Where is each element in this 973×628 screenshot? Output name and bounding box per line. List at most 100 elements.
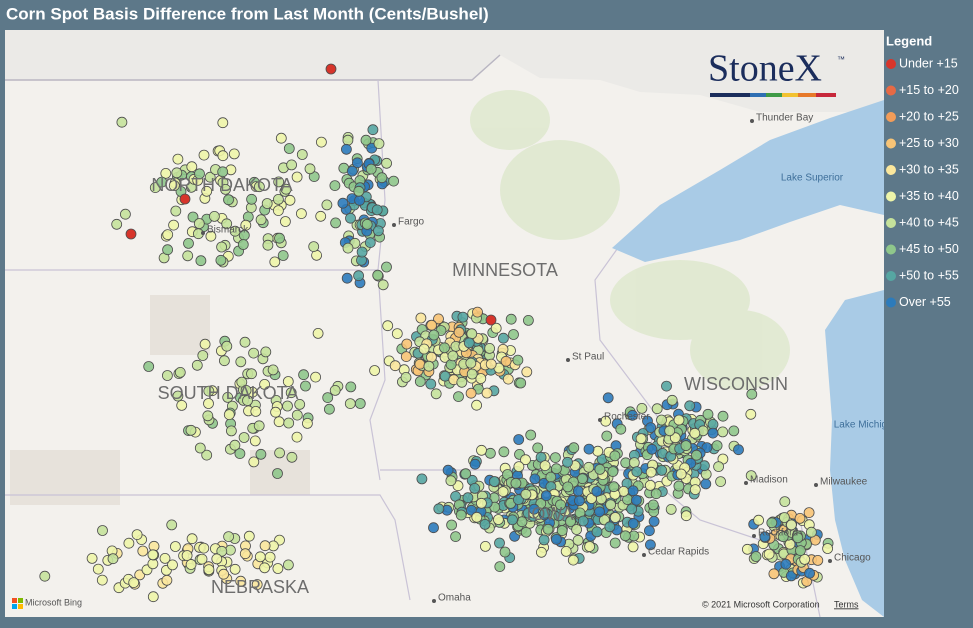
location-dot — [609, 537, 621, 549]
location-dot — [753, 514, 764, 526]
location-dot — [171, 167, 183, 179]
location-dot — [286, 159, 298, 171]
city-label: Fargo — [398, 217, 425, 228]
water-label: Lake Superior — [781, 173, 844, 184]
location-dot — [532, 442, 544, 454]
location-dot — [361, 218, 373, 230]
legend-label: +20 to +25 — [899, 109, 959, 123]
legend-swatch — [886, 218, 896, 228]
location-dot — [382, 320, 394, 332]
state-label: NEBRASKA — [211, 577, 309, 597]
location-dot — [174, 366, 186, 378]
location-dot — [369, 365, 381, 376]
location-dot — [455, 509, 467, 521]
legend-swatch — [886, 271, 896, 281]
location-dot — [381, 261, 392, 273]
location-dot — [199, 338, 211, 350]
location-dot — [372, 269, 384, 281]
location-dot — [353, 270, 365, 282]
location-dot — [342, 134, 354, 146]
location-dot — [691, 449, 702, 461]
location-dot — [388, 175, 400, 187]
city-label: Bismarck — [207, 225, 249, 236]
location-dot — [555, 499, 566, 511]
location-dot — [675, 468, 687, 480]
location-dot — [447, 350, 459, 362]
location-dot — [323, 403, 335, 415]
location-dot — [635, 433, 647, 445]
location-dot — [340, 143, 352, 155]
logo-mark: ™ — [837, 55, 845, 64]
location-dot — [465, 387, 477, 399]
location-dot — [485, 314, 497, 326]
location-dot — [715, 476, 726, 488]
location-dot — [602, 392, 614, 404]
location-dot — [253, 181, 265, 193]
location-dot — [185, 559, 197, 570]
location-dot — [304, 163, 316, 175]
location-dot — [239, 336, 251, 348]
location-dot — [194, 442, 206, 454]
location-dot — [707, 427, 719, 439]
location-dot — [439, 342, 450, 354]
location-dot — [513, 434, 525, 445]
location-dot — [700, 478, 712, 490]
location-dot — [246, 368, 257, 380]
location-dot — [401, 338, 413, 350]
location-dot — [235, 356, 247, 368]
location-dot — [717, 410, 729, 422]
location-dot — [648, 516, 660, 527]
location-dot — [481, 387, 493, 399]
city-marker — [744, 481, 748, 485]
location-dot — [198, 149, 210, 161]
location-dot — [627, 409, 638, 421]
terms-link[interactable]: Terms — [834, 599, 859, 609]
location-dot — [280, 183, 292, 195]
location-dot — [445, 475, 457, 487]
location-dot — [644, 479, 656, 491]
location-dot — [418, 343, 430, 355]
location-dot — [162, 229, 174, 241]
location-dot — [125, 228, 137, 240]
legend-swatch — [886, 297, 896, 308]
location-dot — [759, 531, 771, 543]
location-dot — [615, 423, 627, 435]
location-dot — [689, 484, 701, 496]
location-dot — [556, 525, 568, 536]
location-dot — [583, 461, 595, 473]
location-dot — [465, 357, 477, 369]
location-dot — [284, 194, 296, 206]
location-dot — [272, 563, 284, 574]
location-dot — [196, 553, 208, 565]
location-dot — [498, 446, 510, 458]
location-dot — [360, 134, 372, 146]
location-dot — [264, 551, 276, 563]
location-dot — [713, 461, 724, 473]
location-dot — [325, 63, 337, 75]
location-dot — [246, 193, 258, 205]
location-dot — [766, 517, 778, 529]
location-dot — [259, 540, 271, 552]
location-dot — [794, 513, 806, 524]
location-dot — [620, 530, 631, 542]
location-dot — [536, 546, 547, 558]
location-dot — [728, 425, 740, 437]
location-dot — [198, 542, 210, 554]
location-dot — [111, 218, 123, 230]
location-dot — [179, 193, 191, 205]
location-dot — [607, 466, 619, 478]
location-dot — [195, 255, 207, 267]
location-dot — [484, 342, 496, 354]
location-dot — [240, 219, 252, 231]
location-dot — [172, 153, 184, 165]
location-dot — [134, 569, 146, 581]
legend-swatch — [886, 165, 896, 175]
location-dot — [86, 553, 98, 564]
location-dot — [170, 205, 182, 217]
location-dot — [96, 574, 108, 586]
location-dot — [372, 225, 384, 237]
location-dot — [711, 440, 723, 452]
location-dot — [191, 359, 203, 371]
location-dot — [351, 157, 363, 169]
location-dot — [275, 132, 287, 144]
